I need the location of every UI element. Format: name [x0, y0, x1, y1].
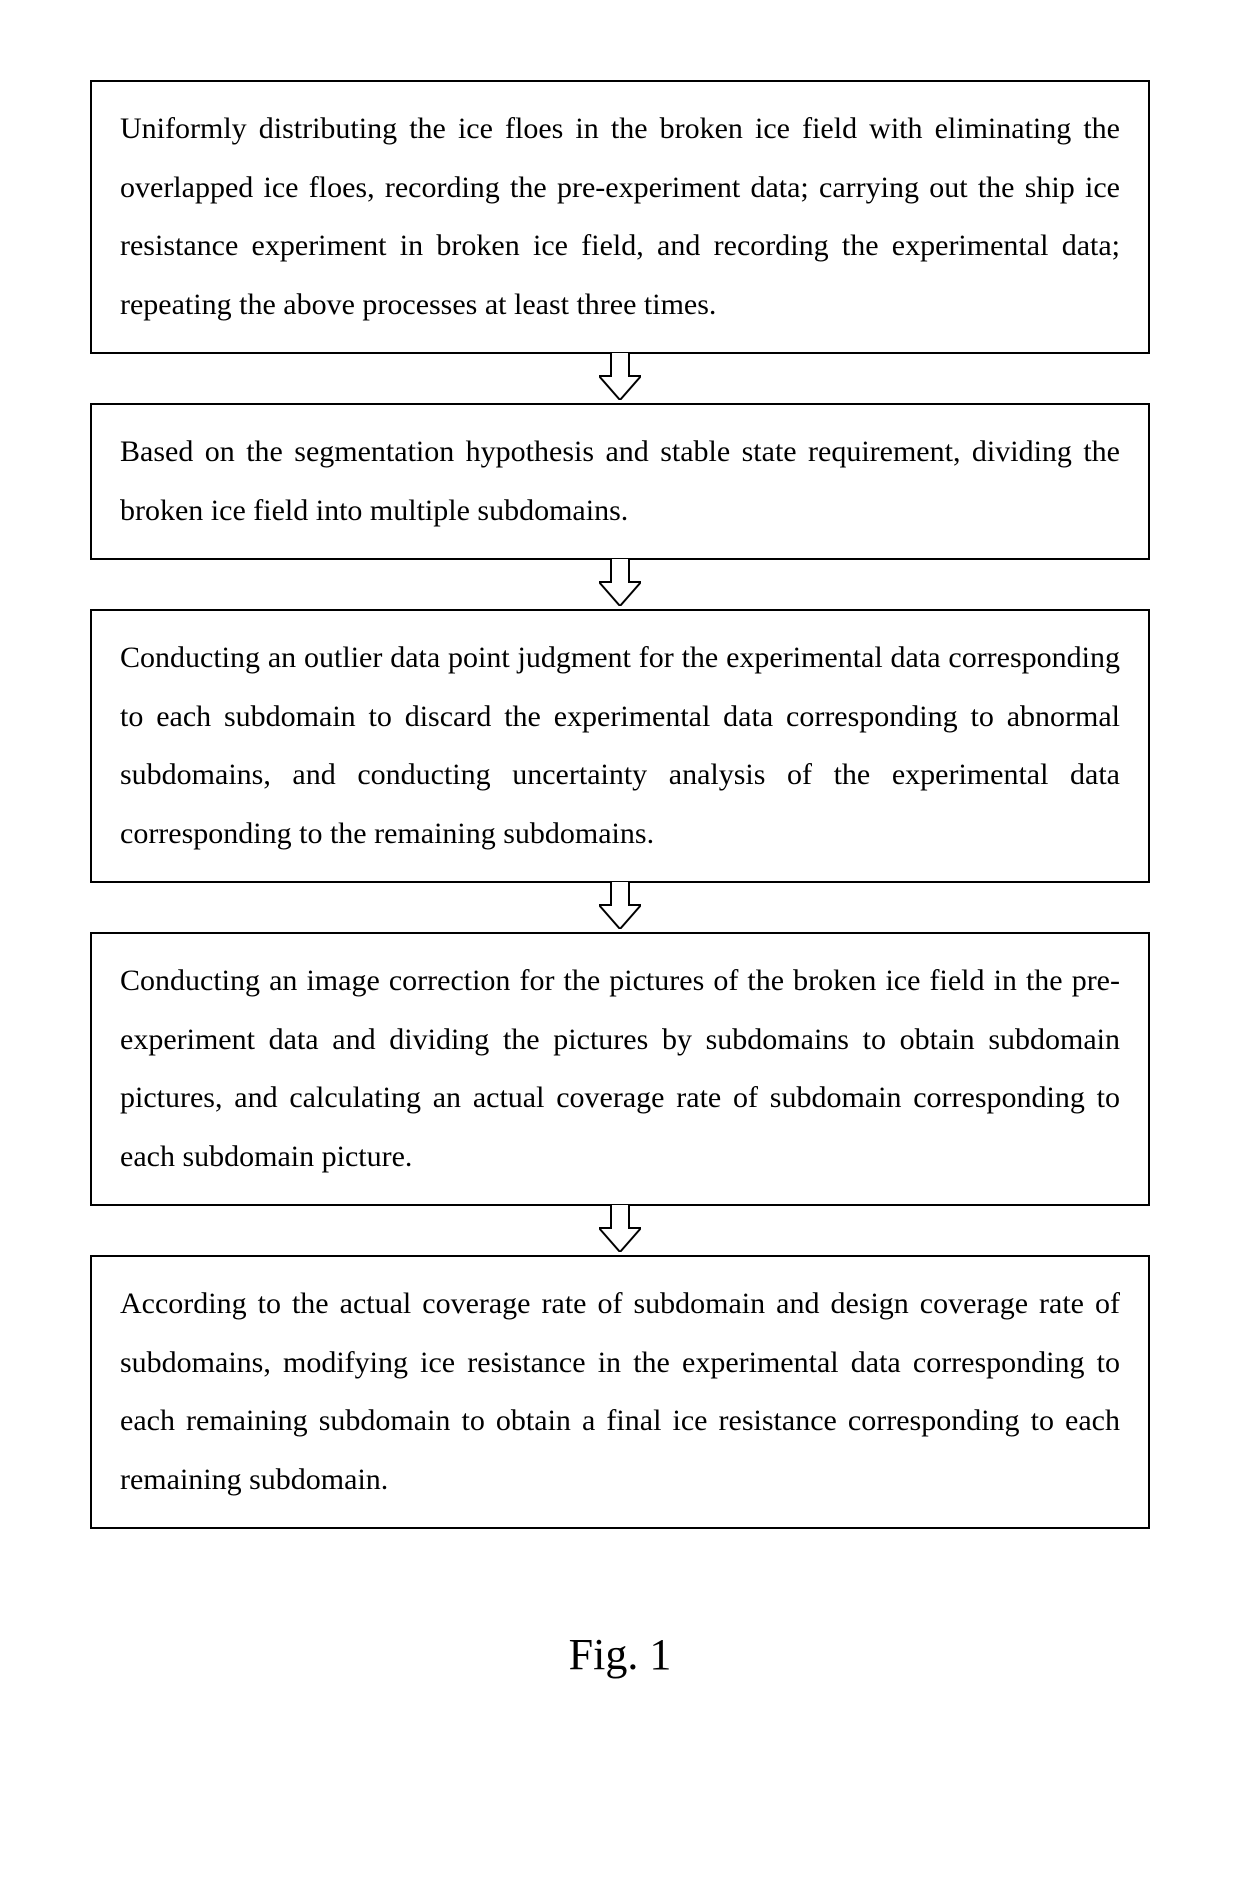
flow-step-text: Conducting an image correction for the p… — [120, 964, 1120, 1173]
flow-step-text: Based on the segmentation hypothesis and… — [120, 435, 1120, 527]
flow-step-text: According to the actual coverage rate of… — [120, 1287, 1120, 1496]
flow-step-1: Uniformly distributing the ice floes in … — [90, 80, 1150, 354]
flow-step-2: Based on the segmentation hypothesis and… — [90, 403, 1150, 560]
figure-caption: Fig. 1 — [569, 1629, 672, 1680]
flow-step-5: According to the actual coverage rate of… — [90, 1255, 1150, 1529]
arrow-down-icon — [599, 558, 641, 611]
flow-step-3: Conducting an outlier data point judgmen… — [90, 609, 1150, 883]
flow-step-text: Uniformly distributing the ice floes in … — [120, 112, 1120, 321]
arrow-down-icon — [599, 1204, 641, 1257]
arrow-down-icon — [599, 352, 641, 405]
flow-step-text: Conducting an outlier data point judgmen… — [120, 641, 1120, 850]
flow-step-4: Conducting an image correction for the p… — [90, 932, 1150, 1206]
flowchart-container: Uniformly distributing the ice floes in … — [0, 0, 1240, 1720]
arrow-down-icon — [599, 881, 641, 934]
